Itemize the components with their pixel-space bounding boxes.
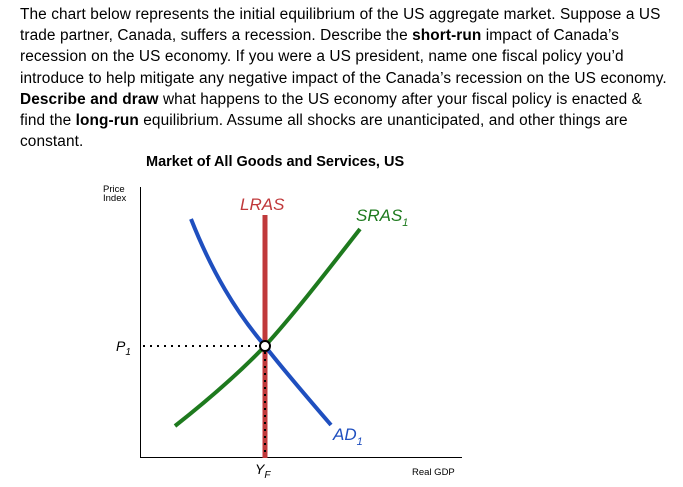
equilibrium-point bbox=[259, 340, 271, 352]
ad-label-sub: 1 bbox=[357, 436, 363, 448]
question-part-3: what happens to the US economy after you… bbox=[20, 90, 642, 130]
question-part-4: equilibrium. Assume all shocks are unant… bbox=[20, 112, 628, 151]
question-text: The chart below represents the initial e… bbox=[20, 4, 670, 152]
y-axis-label-line1: Price bbox=[103, 184, 125, 195]
ad-label: AD1 bbox=[332, 425, 363, 448]
p1-label: P1 bbox=[116, 338, 131, 358]
question-bold-describe-draw: Describe and draw bbox=[20, 90, 159, 108]
sras-label-sub: 1 bbox=[402, 217, 408, 229]
question-part-1: The chart below represents the initial e… bbox=[20, 6, 661, 45]
yf-label: YF bbox=[255, 461, 271, 481]
lras-label: LRAS bbox=[240, 195, 285, 214]
question-part-2: impact of Canada’s recession on the US e… bbox=[20, 27, 667, 87]
y-axis-label-line2: Index bbox=[103, 193, 126, 204]
x-axis-label: Real GDP bbox=[412, 467, 455, 478]
chart-title: Market of All Goods and Services, US bbox=[146, 154, 405, 170]
question-bold-long-run: long-run bbox=[75, 112, 139, 130]
question-bold-short-run: short-run bbox=[412, 27, 482, 45]
sras-label: SRAS1 bbox=[356, 206, 408, 229]
